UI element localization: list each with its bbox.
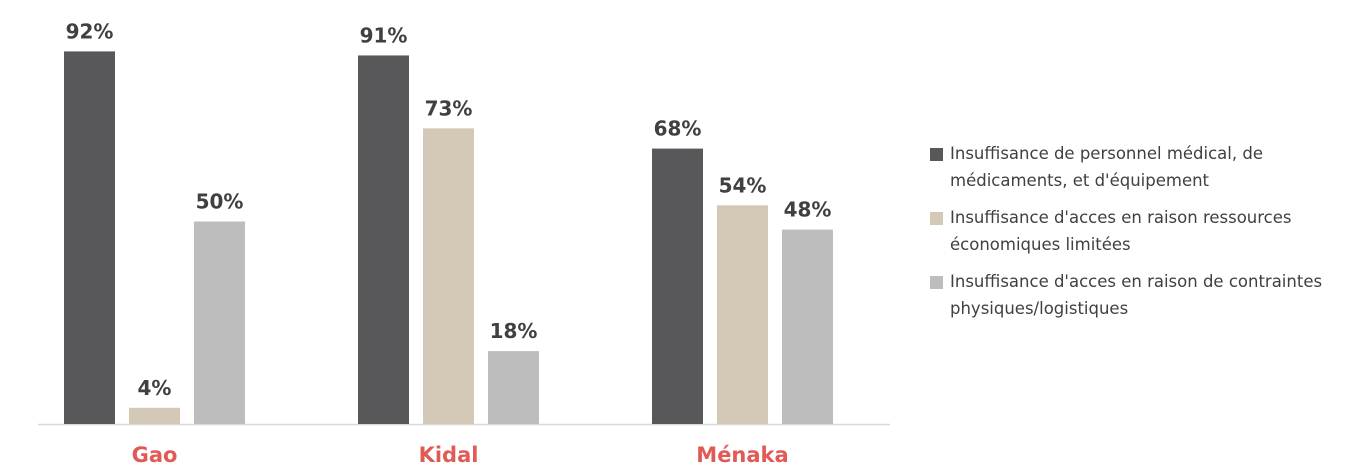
value-label-kidal-series-1: 91% bbox=[360, 23, 408, 47]
legend-item-3: Insuffisance d'acces en raison de contra… bbox=[930, 268, 1370, 322]
value-label-gao-series-1: 92% bbox=[66, 19, 114, 43]
chart-legend: Insuffisance de personnel médical, de mé… bbox=[930, 140, 1370, 332]
bar-ménaka-series-1 bbox=[652, 148, 703, 424]
bar-gao-series-3 bbox=[194, 221, 245, 424]
bar-gao-series-2 bbox=[129, 407, 180, 424]
legend-swatch-1 bbox=[930, 148, 943, 161]
value-label-gao-series-3: 50% bbox=[196, 190, 244, 214]
category-label-kidal: Kidal bbox=[419, 443, 479, 467]
bar-ménaka-series-3 bbox=[782, 229, 833, 424]
value-label-ménaka-series-1: 68% bbox=[654, 117, 702, 141]
bar-kidal-series-1 bbox=[358, 55, 409, 424]
legend-label-3: Insuffisance d'acces en raison de contra… bbox=[950, 272, 1323, 318]
legend-item-1: Insuffisance de personnel médical, de mé… bbox=[930, 140, 1370, 194]
legend-swatch-3 bbox=[930, 276, 943, 289]
legend-item-2: Insuffisance d'acces en raison ressource… bbox=[930, 204, 1370, 258]
legend-label-1: Insuffisance de personnel médical, de mé… bbox=[950, 144, 1263, 190]
value-label-gao-series-2: 4% bbox=[138, 376, 172, 400]
bar-gao-series-1 bbox=[64, 51, 115, 425]
category-label-gao: Gao bbox=[132, 443, 178, 467]
value-label-ménaka-series-3: 48% bbox=[784, 198, 832, 222]
value-labels-layer: 92% 4% 50% 91% 73% 18% 68% 54% 48% bbox=[66, 19, 832, 399]
legend-swatch-2 bbox=[930, 212, 943, 225]
bar-kidal-series-2 bbox=[423, 128, 474, 424]
legend-label-2: Insuffisance d'acces en raison ressource… bbox=[950, 208, 1292, 254]
value-label-kidal-series-3: 18% bbox=[490, 319, 538, 343]
bars-layer bbox=[64, 51, 833, 425]
category-label-ménaka: Ménaka bbox=[696, 443, 788, 467]
value-label-kidal-series-2: 73% bbox=[425, 96, 473, 120]
bar-kidal-series-3 bbox=[488, 351, 539, 424]
category-labels-layer: Gao Kidal Ménaka bbox=[132, 443, 789, 467]
value-label-ménaka-series-2: 54% bbox=[719, 173, 767, 197]
bar-ménaka-series-2 bbox=[717, 205, 768, 424]
